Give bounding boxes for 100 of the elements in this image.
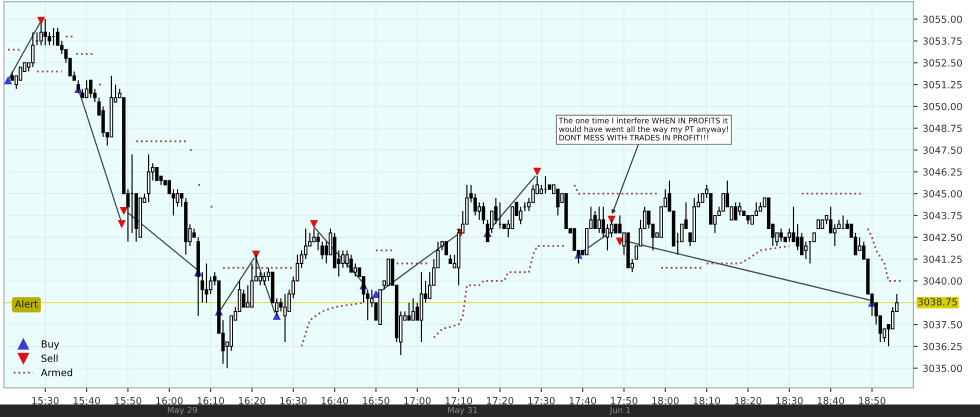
x-tick-label: 16:30 xyxy=(280,397,307,404)
y-tick-label: 3040.00 xyxy=(923,277,962,285)
candlestick xyxy=(84,80,88,98)
candlestick xyxy=(146,154,150,203)
candlestick xyxy=(258,272,262,286)
candlestick xyxy=(89,80,92,98)
y-tick-label: 3035.00 xyxy=(923,364,962,372)
x-tick-label: 16:00 xyxy=(156,397,183,404)
x-tick-label: 15:30 xyxy=(32,397,59,404)
x-tick-label: 17:40 xyxy=(570,397,596,404)
candlestick xyxy=(204,262,208,304)
candlestick xyxy=(44,18,47,46)
candlestick xyxy=(76,80,80,94)
candlestick xyxy=(246,284,250,308)
x-tick-label: 18:20 xyxy=(735,397,762,404)
candlestick xyxy=(428,272,432,299)
candlestick xyxy=(597,206,601,234)
annotation: Alert xyxy=(14,300,38,308)
ref-line-label: 3038.75 xyxy=(918,298,957,306)
candlestick xyxy=(354,262,358,278)
candlestick xyxy=(593,210,597,230)
candlestick xyxy=(180,193,184,208)
x-tick-label: 17:30 xyxy=(528,397,555,404)
candlestick xyxy=(101,106,105,138)
y-tick-label: 3048.75 xyxy=(923,124,962,132)
candlestick xyxy=(155,166,159,182)
y-tick-label: 3051.25 xyxy=(923,81,962,88)
x-tick-label: 16:40 xyxy=(322,397,348,404)
y-tick-label: 3043.75 xyxy=(923,212,962,220)
y-tick-label: 3037.50 xyxy=(923,321,962,328)
y-tick-label: 3036.25 xyxy=(923,342,962,350)
legend-label: Armed xyxy=(40,368,72,376)
candlestick xyxy=(168,180,172,194)
candlestick xyxy=(494,197,498,225)
x-tick-label: 15:40 xyxy=(74,397,100,404)
candlestick xyxy=(738,202,742,216)
x-tick-label: 15:50 xyxy=(114,397,142,404)
candlestick xyxy=(602,206,606,238)
point xyxy=(533,168,542,176)
x-tick-label: 16:50 xyxy=(363,397,390,404)
candlestick xyxy=(788,228,792,242)
x-tick-label: 18:00 xyxy=(652,397,679,404)
x-tick-label: 18:30 xyxy=(776,397,803,404)
candlestick xyxy=(482,202,486,225)
candlestick xyxy=(734,202,738,220)
x-tick-label: 18:10 xyxy=(694,397,720,404)
candlestick xyxy=(833,224,837,247)
candlestick xyxy=(796,224,800,251)
x-tick-label: 16:20 xyxy=(239,397,266,404)
candlestick xyxy=(804,241,808,260)
y-tick-label: 3052.50 xyxy=(923,59,962,67)
candlestick xyxy=(721,193,725,212)
candlestick xyxy=(242,289,246,308)
candlestick xyxy=(262,272,266,286)
candlestick xyxy=(176,188,180,208)
text: May 29 xyxy=(168,406,197,415)
y-tick-label: 3047.50 xyxy=(923,146,962,154)
text: Jun 1 xyxy=(609,406,630,415)
y-tick-label: 3046.25 xyxy=(923,168,962,176)
legend-label: Sell xyxy=(42,354,58,362)
candlestick xyxy=(828,206,832,234)
y-tick-label: 3050.00 xyxy=(923,102,962,110)
text: May 31 xyxy=(448,406,478,415)
candlestick xyxy=(349,254,353,273)
x-tick-label: 16:10 xyxy=(198,397,224,404)
candlestick xyxy=(320,241,324,260)
candlestick xyxy=(31,32,35,68)
point xyxy=(310,220,318,228)
candlestick xyxy=(556,188,560,216)
candlestick xyxy=(39,22,43,46)
x-tick-label: 18:50 xyxy=(859,397,886,404)
candlestick xyxy=(478,202,482,220)
candlestick xyxy=(800,232,804,256)
candlestick xyxy=(345,250,349,268)
point xyxy=(118,220,126,228)
candlestick xyxy=(312,228,316,242)
candlestick xyxy=(518,206,522,225)
x-tick-label: 17:00 xyxy=(404,397,431,404)
candlestick xyxy=(407,302,411,321)
candlestick xyxy=(208,276,212,295)
y-tick-label: 3055.00 xyxy=(923,16,962,23)
candlestick xyxy=(572,228,576,251)
y-tick-label: 3045.00 xyxy=(923,190,962,198)
y-tick-label: 3041.25 xyxy=(923,256,962,263)
candlestick xyxy=(283,293,287,343)
candlestick xyxy=(56,27,60,46)
candlestick xyxy=(779,228,783,242)
x-tick-label: 17:50 xyxy=(611,397,638,404)
candlestick xyxy=(18,66,22,81)
y-tick-label: 3042.50 xyxy=(923,234,962,242)
x-tick-label: 17:10 xyxy=(446,397,472,404)
point xyxy=(120,207,128,216)
candlestick xyxy=(531,184,535,203)
candlestick xyxy=(411,298,415,321)
x-tick-label: 17:20 xyxy=(487,397,514,404)
x-tick-label: 18:40 xyxy=(818,397,844,404)
legend-label: Buy xyxy=(42,340,60,350)
candlestick xyxy=(444,241,448,256)
candlestick xyxy=(473,193,477,216)
candlestick xyxy=(279,298,283,312)
